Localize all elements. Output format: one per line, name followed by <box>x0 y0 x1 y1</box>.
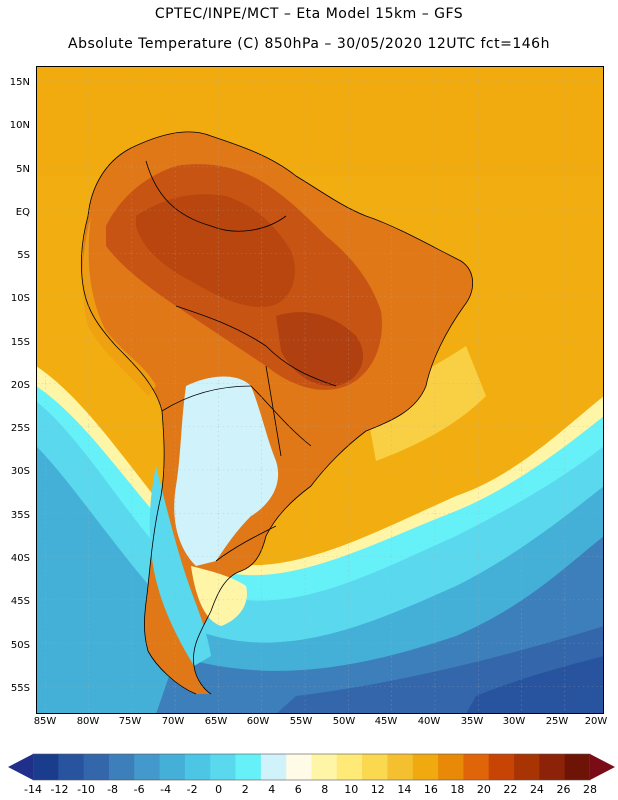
colorbar-cell <box>387 754 414 780</box>
colorbar-label: -6 <box>133 783 145 796</box>
colorbar-label: 24 <box>529 783 544 796</box>
lat-label-15s: 15S <box>10 337 30 348</box>
colorbar-cell <box>134 754 161 780</box>
temperature-map <box>36 66 604 714</box>
colorbar-cell <box>286 754 312 780</box>
lon-label-70w: 70W <box>161 716 185 727</box>
colorbar-label: 28 <box>583 783 597 796</box>
lon-label-80w: 80W <box>76 716 100 727</box>
colorbar-label: 18 <box>450 783 465 796</box>
colorbar-cell <box>210 754 237 780</box>
lon-label-75w: 75W <box>118 716 142 727</box>
colorbar-cell <box>438 754 464 780</box>
colorbar-label: 26 <box>556 783 571 796</box>
lat-label-55s: 55S <box>10 683 30 694</box>
colorbar-label: -2 <box>186 783 198 796</box>
colorbar-label: 16 <box>423 783 438 796</box>
chart-title-line1: CPTEC/INPE/MCT – Eta Model 15km – GFS <box>154 6 464 22</box>
colorbar-label: 10 <box>344 783 359 796</box>
colorbar-cell <box>412 754 439 780</box>
colorbar-over-arrow <box>590 754 615 780</box>
lat-label-5n: 5N <box>16 164 30 175</box>
colorbar-label: 12 <box>370 783 385 796</box>
colorbar-cell <box>184 754 211 780</box>
lon-label-60w: 60W <box>246 716 270 727</box>
lon-label-55w: 55W <box>289 716 313 727</box>
colorbar-label: -8 <box>107 783 119 796</box>
colorbar-label: 6 <box>294 783 302 796</box>
lon-label-45w: 45W <box>374 716 398 727</box>
colorbar-under-arrow <box>8 754 33 780</box>
lon-label-50w: 50W <box>332 716 356 727</box>
lat-label-35s: 35S <box>10 510 30 521</box>
chart-title-line2: Absolute Temperature (C) 850hPa – 30/05/… <box>68 36 550 52</box>
lat-label-15n: 15N <box>9 77 30 88</box>
colorbar-cell <box>83 754 110 780</box>
lat-label-30s: 30S <box>10 466 30 477</box>
lon-label-65w: 65W <box>204 716 228 727</box>
colorbar-label: -4 <box>160 783 172 796</box>
colorbar-label: 2 <box>241 783 249 796</box>
lon-label-20w: 20W <box>584 716 608 727</box>
colorbar-cell <box>58 754 85 780</box>
lon-label-40w: 40W <box>417 716 441 727</box>
colorbar-cell <box>336 754 363 780</box>
lon-label-30w: 30W <box>502 716 526 727</box>
lat-label-10s: 10S <box>10 293 30 304</box>
lat-label-25s: 25S <box>10 423 30 434</box>
lon-label-35w: 35W <box>460 716 484 727</box>
lon-label-25w: 25W <box>545 716 569 727</box>
colorbar-cell <box>564 754 591 780</box>
lat-label-10n: 10N <box>9 120 30 131</box>
colorbar <box>8 753 615 781</box>
lat-label-eq: EQ <box>15 207 30 218</box>
colorbar-label: -12 <box>50 783 69 796</box>
colorbar-label: 20 <box>476 783 491 796</box>
colorbar-cell <box>33 754 59 780</box>
colorbar-label: 0 <box>215 783 223 796</box>
colorbar-cell <box>159 754 186 780</box>
lon-label-85w: 85W <box>33 716 57 727</box>
colorbar-label: -14 <box>24 783 42 796</box>
lat-label-20s: 20S <box>10 380 30 391</box>
colorbar-cell <box>362 754 388 780</box>
lat-label-40s: 40S <box>10 553 30 564</box>
colorbar-cell <box>463 754 490 780</box>
colorbar-cell <box>260 754 287 780</box>
colorbar-label: 22 <box>503 783 518 796</box>
colorbar-label: 4 <box>268 783 276 796</box>
colorbar-label: 8 <box>321 783 329 796</box>
colorbar-cell <box>539 754 566 780</box>
lat-label-50s: 50S <box>10 640 30 651</box>
colorbar-cell <box>488 754 515 780</box>
lat-label-5s: 5S <box>17 250 30 261</box>
colorbar-cell <box>514 754 540 780</box>
lat-label-45s: 45S <box>10 596 30 607</box>
colorbar-cell <box>108 754 135 780</box>
colorbar-label: -10 <box>77 783 96 796</box>
colorbar-label: 14 <box>397 783 412 796</box>
colorbar-cell <box>311 754 338 780</box>
colorbar-cell <box>235 754 262 780</box>
